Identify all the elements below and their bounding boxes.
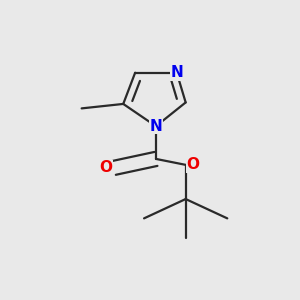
Text: N: N [150, 119, 162, 134]
Text: N: N [170, 65, 183, 80]
Text: O: O [99, 160, 112, 175]
Text: O: O [187, 158, 200, 172]
